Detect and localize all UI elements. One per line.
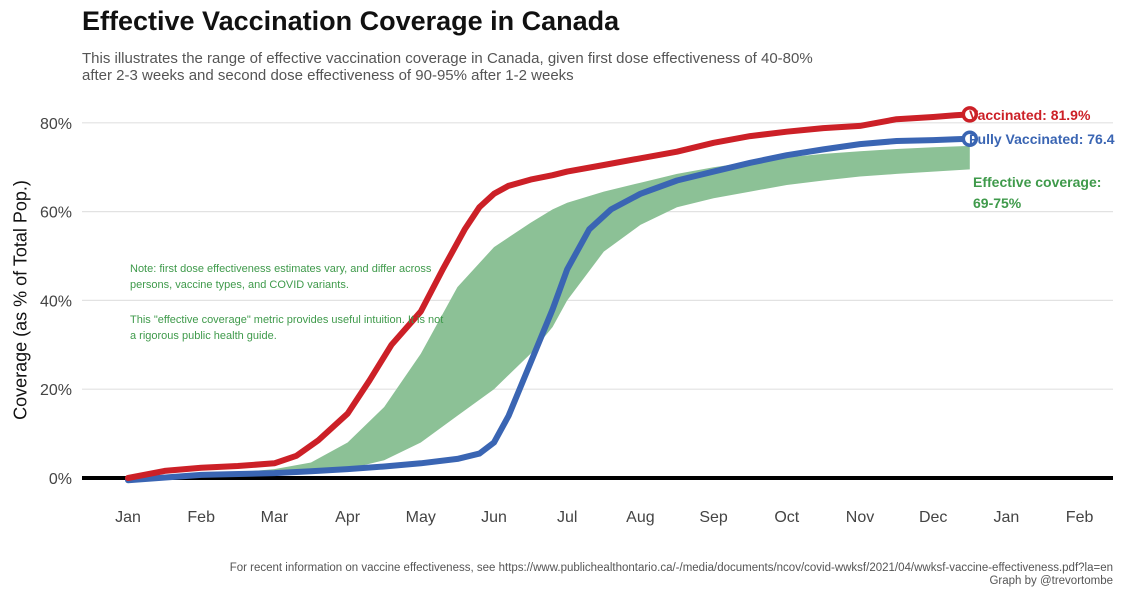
vaccinated-line xyxy=(125,111,973,481)
y-tick-label: 80% xyxy=(40,116,72,133)
vaccinated-end-label: Vaccinated: 81.9% xyxy=(969,107,1091,123)
effective-coverage-end-label-line2: 69-75% xyxy=(973,195,1022,211)
effective-coverage-band-layer xyxy=(164,145,970,478)
x-tick-label: Jan xyxy=(994,509,1020,526)
x-tick-label: Apr xyxy=(335,509,361,526)
note-effectiveness-variation: Note: first dose effectiveness estimates… xyxy=(130,263,432,291)
x-tick-label: Sep xyxy=(699,509,728,526)
x-tick-label: Feb xyxy=(1066,509,1094,526)
x-tick-label: Oct xyxy=(774,509,799,526)
fully-vaccinated-line xyxy=(125,135,973,484)
y-tick-label: 60% xyxy=(40,205,72,222)
series-lines xyxy=(125,106,979,484)
note-intuition-disclaimer: This "effective coverage" metric provide… xyxy=(130,314,444,342)
x-tick-label: May xyxy=(406,509,436,526)
chart-title: Effective Vaccination Coverage in Canada xyxy=(82,6,620,36)
x-tick-label: Jan xyxy=(115,509,141,526)
chart-subtitle: This illustrates the range of effective … xyxy=(82,50,813,84)
x-tick-label: Mar xyxy=(261,509,289,526)
x-tick-label: Aug xyxy=(626,509,654,526)
fully-vaccinated-line-end-marker xyxy=(961,130,979,148)
graph-credit: Graph by @trevortombe xyxy=(989,575,1113,587)
x-tick-label: Jun xyxy=(481,509,507,526)
y-tick-labels: 0% 20% 40% 60% 80% xyxy=(40,116,72,488)
effective-coverage-band xyxy=(164,145,970,478)
effective-coverage-end-label-line1: Effective coverage: xyxy=(973,174,1102,190)
x-tick-labels: Jan Feb Mar Apr May Jun Jul Aug Sep Oct Nov Dec Jan F… xyxy=(115,509,1093,526)
y-tick-label: 40% xyxy=(40,293,72,310)
vaccinated-line-end-marker xyxy=(961,106,979,123)
source-caption: For recent information on vaccine effect… xyxy=(230,562,1113,588)
x-tick-label: Dec xyxy=(919,509,947,526)
y-tick-label: 20% xyxy=(40,382,72,399)
x-tick-label: Feb xyxy=(187,509,215,526)
source-caption-url: For recent information on vaccine effect… xyxy=(229,562,1113,574)
x-tick-label: Nov xyxy=(846,509,874,526)
x-tick-label: Jul xyxy=(557,509,577,526)
fully-vaccinated-end-label: Fully Vaccinated: 76.4 xyxy=(969,131,1115,147)
y-tick-label: 0% xyxy=(49,471,72,488)
